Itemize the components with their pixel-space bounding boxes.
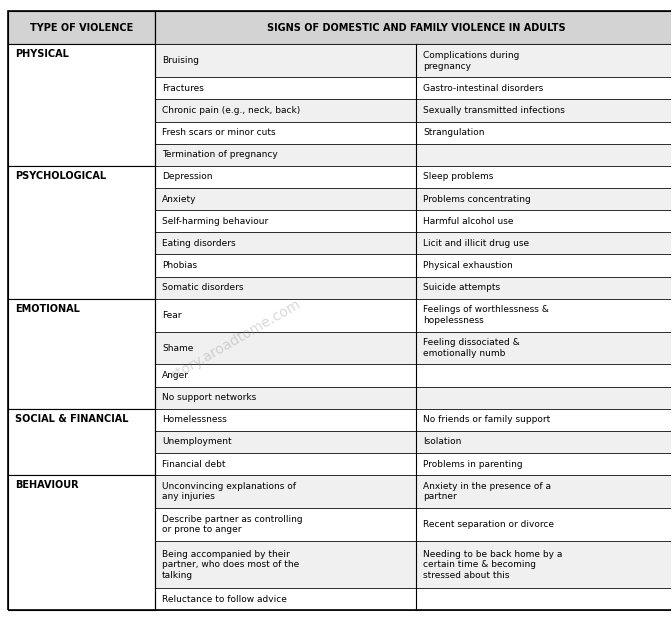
Text: Unemployment: Unemployment [162,438,232,446]
Bar [417,44,672,77]
Bar [155,332,417,365]
Text: Gastro-intestinal disorders: Gastro-intestinal disorders [423,84,543,93]
Text: Problems concentrating: Problems concentrating [423,195,531,203]
Text: Termination of pregnancy: Termination of pregnancy [162,150,278,159]
Bar [155,99,417,122]
Bar [155,11,672,44]
Text: Feeling dissociated &
emotionally numb: Feeling dissociated & emotionally numb [423,338,519,358]
Text: Sexually transmitted infections: Sexually transmitted infections [423,106,565,115]
Bar [417,365,672,387]
Text: Reluctance to follow advice: Reluctance to follow advice [162,595,287,604]
Bar [8,166,155,298]
Text: Fractures: Fractures [162,84,204,93]
Bar [417,541,672,588]
Bar [155,387,417,408]
Bar [417,387,672,408]
Bar [417,332,672,365]
Bar [155,188,417,210]
Text: PSYCHOLOGICAL: PSYCHOLOGICAL [15,171,106,181]
Bar [8,44,155,166]
Text: Sleep problems: Sleep problems [423,172,493,182]
Text: Shame: Shame [162,344,194,352]
Text: Harmful alcohol use: Harmful alcohol use [423,217,513,226]
Text: Phobias: Phobias [162,261,197,270]
Bar [417,99,672,122]
Text: Strangulation: Strangulation [423,128,485,137]
Text: Licit and illicit drug use: Licit and illicit drug use [423,239,529,248]
Text: Anxiety: Anxiety [162,195,196,203]
Bar [155,588,417,611]
Text: Isolation: Isolation [423,438,462,446]
Bar [155,166,417,188]
Text: TYPE OF VIOLENCE: TYPE OF VIOLENCE [30,22,133,33]
Bar [8,298,155,408]
Bar [155,508,417,541]
Text: No friends or family support: No friends or family support [423,415,550,425]
Bar [155,232,417,255]
Bar [417,188,672,210]
Text: Chronic pain (e.g., neck, back): Chronic pain (e.g., neck, back) [162,106,300,115]
Text: Self-harming behaviour: Self-harming behaviour [162,217,268,226]
Bar [417,475,672,508]
Text: Complications during
pregnancy: Complications during pregnancy [423,51,519,70]
Text: Describe partner as controlling
or prone to anger: Describe partner as controlling or prone… [162,515,302,534]
Bar [417,122,672,144]
Bar [417,255,672,276]
Bar [417,298,672,332]
Text: Eating disorders: Eating disorders [162,239,236,248]
Bar [155,475,417,508]
Bar [417,508,672,541]
Text: Financial debt: Financial debt [162,460,226,468]
Text: Somatic disorders: Somatic disorders [162,283,243,292]
Bar [417,276,672,298]
Bar [417,166,672,188]
Bar [8,11,155,44]
Bar [417,431,672,453]
Text: BEHAVIOUR: BEHAVIOUR [15,480,79,490]
Bar [155,122,417,144]
Text: Anger: Anger [162,371,189,380]
Bar [417,408,672,431]
Text: No support networks: No support networks [162,393,256,402]
Bar [417,453,672,475]
Text: SOCIAL & FINANCIAL: SOCIAL & FINANCIAL [15,413,128,424]
Text: Feelings of worthlessness &
hopelessness: Feelings of worthlessness & hopelessness [423,305,549,325]
Bar [417,210,672,232]
Bar [155,541,417,588]
Text: Homelessness: Homelessness [162,415,226,425]
Text: EMOTIONAL: EMOTIONAL [15,303,80,313]
Bar [417,232,672,255]
Bar [155,255,417,276]
Text: Unconvincing explanations of
any injuries: Unconvincing explanations of any injurie… [162,482,296,501]
Text: Recent separation or divorce: Recent separation or divorce [423,520,554,529]
Bar [417,588,672,611]
Text: Needing to be back home by a
certain time & becoming
stressed about this: Needing to be back home by a certain tim… [423,549,562,580]
Bar [155,453,417,475]
Bar [155,210,417,232]
Text: Anxiety in the presence of a
partner: Anxiety in the presence of a partner [423,482,551,501]
Text: Suicide attempts: Suicide attempts [423,283,500,292]
Bar [155,298,417,332]
Bar [417,144,672,166]
Bar [155,44,417,77]
Bar [155,431,417,453]
Bar [417,77,672,99]
Bar [155,408,417,431]
Text: Fresh scars or minor cuts: Fresh scars or minor cuts [162,128,276,137]
Text: Bruising: Bruising [162,56,199,66]
Bar [8,408,155,475]
Text: Being accompanied by their
partner, who does most of the
talking: Being accompanied by their partner, who … [162,549,299,580]
Text: Fear: Fear [162,311,181,320]
Bar [155,77,417,99]
Text: Problems in parenting: Problems in parenting [423,460,523,468]
Bar [155,365,417,387]
Text: Depression: Depression [162,172,212,182]
Bar [155,144,417,166]
Text: SIGNS OF DOMESTIC AND FAMILY VIOLENCE IN ADULTS: SIGNS OF DOMESTIC AND FAMILY VIOLENCE IN… [267,22,566,33]
Bar [155,276,417,298]
Text: Physical exhaustion: Physical exhaustion [423,261,513,270]
Bar [8,475,155,611]
Text: PHYSICAL: PHYSICAL [15,49,69,59]
Text: story.aroadtome.com: story.aroadtome.com [168,297,303,383]
